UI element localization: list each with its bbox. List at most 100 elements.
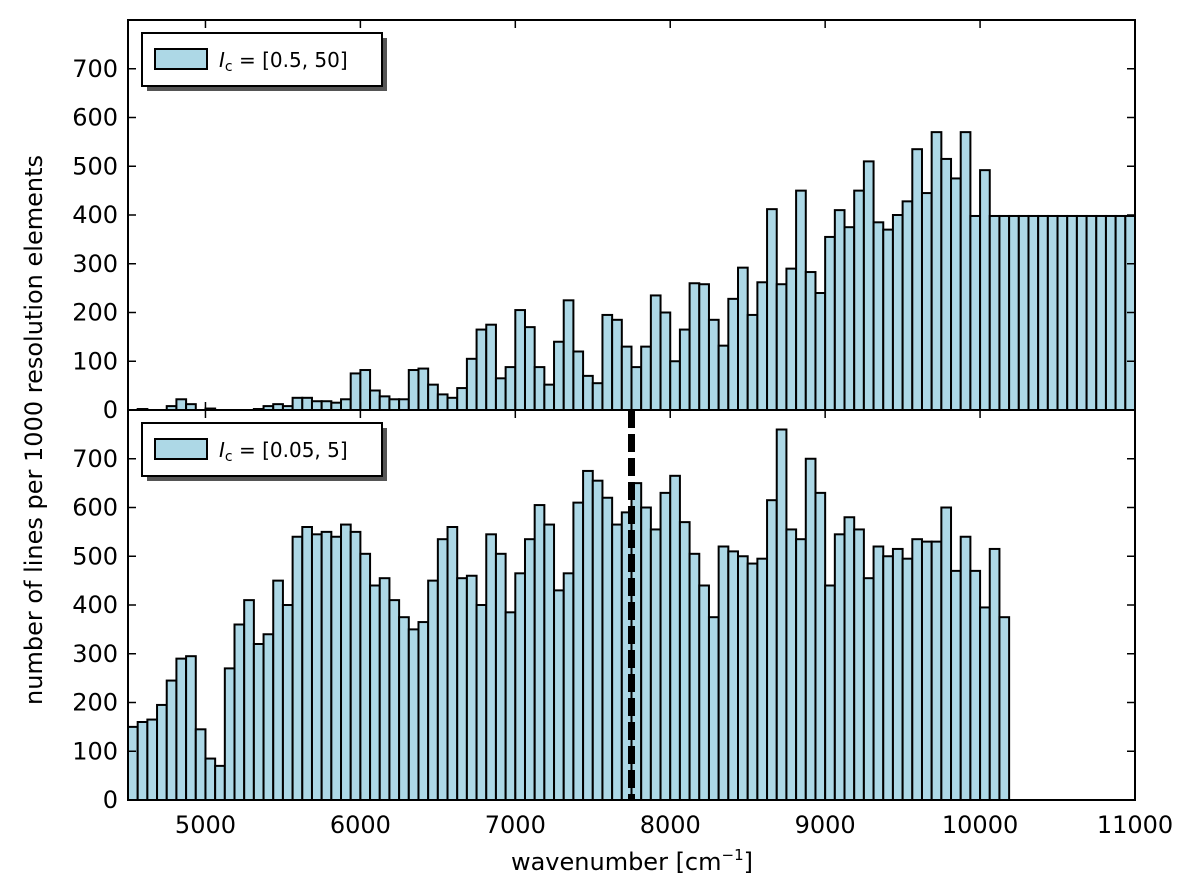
histogram-bar xyxy=(853,189,865,411)
histogram-bar xyxy=(407,628,420,801)
histogram-bar xyxy=(1104,214,1117,411)
histogram-bar xyxy=(378,577,391,801)
histogram-bar xyxy=(804,457,817,801)
histogram-bar xyxy=(417,621,430,801)
histogram-bar xyxy=(824,235,836,411)
histogram-bar xyxy=(388,599,401,801)
y-tick-label: 500 xyxy=(72,542,118,570)
histogram-bar xyxy=(465,574,478,801)
histogram-bar xyxy=(872,545,885,801)
histogram-bar xyxy=(543,383,556,411)
histogram-bar xyxy=(766,208,778,411)
histogram-bar xyxy=(979,169,991,411)
histogram-bar xyxy=(669,360,681,411)
histogram-bar xyxy=(901,557,914,801)
histogram-bar xyxy=(688,552,701,801)
histogram-bar xyxy=(456,577,468,801)
histogram-bar xyxy=(572,350,585,411)
histogram-bar xyxy=(988,214,1001,411)
histogram-bar xyxy=(727,297,740,412)
histogram-bar xyxy=(930,131,943,411)
histogram-bar xyxy=(630,366,643,412)
histogram-bar xyxy=(1085,214,1098,411)
histogram-bar xyxy=(340,523,352,801)
histogram-bar xyxy=(1075,214,1088,411)
legend-top: Ic = [0.5, 50] xyxy=(141,32,387,91)
histogram-bar xyxy=(165,679,178,801)
y-tick-label: 600 xyxy=(72,104,118,132)
histogram-bar xyxy=(214,764,226,801)
histogram-bar xyxy=(950,569,962,801)
histogram-bar xyxy=(1056,214,1069,411)
histogram-bar xyxy=(369,584,381,801)
histogram-bar xyxy=(920,192,933,411)
histogram-bar xyxy=(766,499,778,801)
x-axis-label: wavenumber [cm−1] xyxy=(511,846,753,876)
histogram-bar xyxy=(698,584,710,801)
y-tick-label: 400 xyxy=(72,591,118,619)
histogram-bar xyxy=(756,557,769,801)
x-tick-label: 10000 xyxy=(942,811,1018,839)
histogram-bar xyxy=(891,547,904,801)
histogram-bar xyxy=(601,496,614,801)
histogram-bar xyxy=(349,530,362,801)
histogram-bar xyxy=(640,506,652,801)
histogram-bar xyxy=(543,523,556,801)
histogram-bar xyxy=(417,367,430,411)
histogram-bar xyxy=(707,318,720,411)
histogram-bar xyxy=(485,533,497,801)
histogram-bar xyxy=(669,474,681,801)
y-tick-label: 100 xyxy=(72,347,118,375)
histogram-bar xyxy=(998,214,1011,411)
histogram-bar xyxy=(843,226,856,411)
histogram-bar xyxy=(562,299,575,411)
histogram-bar xyxy=(833,209,846,411)
histogram-bar xyxy=(737,555,749,801)
y-tick-label: 700 xyxy=(72,445,118,473)
histogram-bar xyxy=(562,572,575,801)
histogram-bar xyxy=(369,389,381,411)
y-tick-label: 600 xyxy=(72,494,118,522)
histogram-bar xyxy=(446,526,459,801)
histogram-bar xyxy=(185,655,197,801)
histogram-bar xyxy=(959,131,972,411)
histogram-bar xyxy=(940,506,953,801)
histogram-bar xyxy=(678,328,691,411)
histogram-bar xyxy=(659,491,672,801)
y-tick-label: 200 xyxy=(72,299,118,327)
histogram-bar xyxy=(504,611,517,801)
histogram-bar xyxy=(310,533,323,801)
histogram-bar xyxy=(388,398,401,411)
histogram-bar xyxy=(833,533,846,801)
histogram-bar xyxy=(775,283,788,412)
histogram-bar xyxy=(320,400,333,412)
y-tick-label: 400 xyxy=(72,201,118,229)
histogram-bar xyxy=(746,562,759,801)
histogram-bar xyxy=(678,521,691,801)
histogram-bar xyxy=(136,721,149,801)
histogram-bar xyxy=(494,552,507,801)
histogram-bar xyxy=(688,282,701,411)
histogram-bar xyxy=(601,313,614,411)
histogram-bar xyxy=(398,616,410,801)
histogram-bar xyxy=(795,538,807,801)
histogram-bar xyxy=(698,283,710,412)
histogram-bar xyxy=(436,393,449,411)
histogram-bar xyxy=(843,516,856,801)
histogram-bar xyxy=(291,396,304,411)
histogram-bar xyxy=(1095,214,1107,411)
histogram-bar xyxy=(988,547,1001,801)
histogram-bar xyxy=(398,398,410,411)
histogram-bar xyxy=(795,189,807,411)
histogram-bar xyxy=(862,160,875,411)
histogram-bar xyxy=(591,479,604,801)
histogram-bar xyxy=(1027,214,1040,411)
x-tick-label: 11000 xyxy=(1097,811,1173,839)
x-tick-label: 7000 xyxy=(485,811,546,839)
histogram-bar xyxy=(1017,214,1030,411)
histogram-bar xyxy=(156,703,168,801)
histogram-bar xyxy=(659,311,672,411)
histogram-bar xyxy=(553,589,565,801)
histogram-bar xyxy=(301,526,313,801)
histogram-bar xyxy=(727,550,740,801)
